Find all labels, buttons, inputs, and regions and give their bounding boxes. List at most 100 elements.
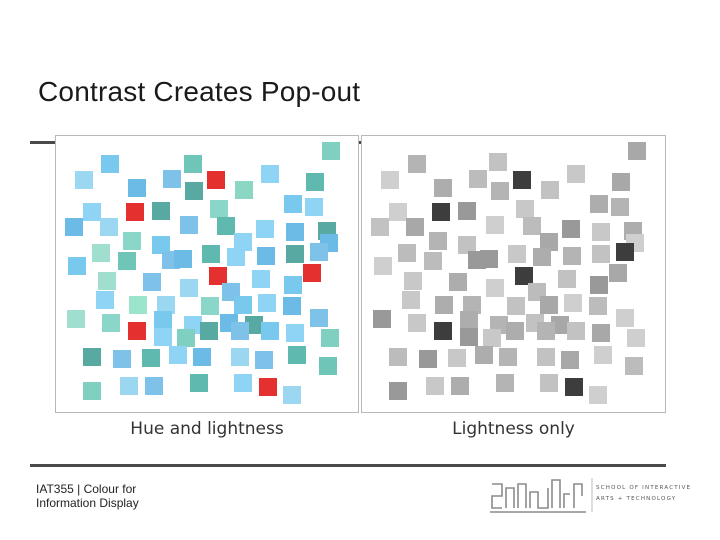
hue-distractor-square [288, 346, 306, 364]
gray-distractor-square [406, 218, 424, 236]
hue-distractor-square [92, 244, 110, 262]
gray-target-square [434, 322, 452, 340]
gray-distractor-square [483, 329, 501, 347]
gray-distractor-square [398, 244, 416, 262]
hue-distractor-square [169, 346, 187, 364]
hue-distractor-square [310, 243, 328, 261]
gray-distractor-square [499, 348, 517, 366]
gray-distractor-square [373, 310, 391, 328]
hue-distractor-square [257, 247, 275, 265]
hue-distractor-square [152, 202, 170, 220]
lightness-only-caption: Lightness only [452, 419, 575, 439]
hue-distractor-square [202, 245, 220, 263]
gray-target-square [515, 267, 533, 285]
hue-distractor-square [123, 232, 141, 250]
hue-target-square [259, 378, 277, 396]
hue-distractor-square [322, 142, 340, 160]
hue-distractor-square [190, 374, 208, 392]
gray-distractor-square [496, 374, 514, 392]
gray-distractor-square [616, 309, 634, 327]
hue-distractor-square [83, 382, 101, 400]
hue-distractor-square [234, 296, 252, 314]
gray-distractor-square [537, 348, 555, 366]
hue-distractor-square [67, 310, 85, 328]
hue-distractor-square [286, 324, 304, 342]
hue-distractor-square [83, 203, 101, 221]
gray-distractor-square [426, 377, 444, 395]
hue-distractor-square [286, 245, 304, 263]
logo-line-1: SCHOOL OF INTERACTIVE [596, 485, 691, 491]
gray-distractor-square [533, 248, 551, 266]
hue-distractor-square [113, 350, 131, 368]
hue-distractor-square [152, 236, 170, 254]
hue-lightness-caption: Hue and lightness [130, 419, 284, 439]
hue-distractor-square [65, 218, 83, 236]
hue-distractor-square [101, 155, 119, 173]
hue-lightness-panel [55, 135, 359, 413]
hue-distractor-square [143, 273, 161, 291]
gray-distractor-square [424, 252, 442, 270]
gray-distractor-square [609, 264, 627, 282]
hue-distractor-square [284, 276, 302, 294]
gray-distractor-square [558, 270, 576, 288]
hue-distractor-square [305, 198, 323, 216]
hue-distractor-square [154, 328, 172, 346]
gray-distractor-square [389, 382, 407, 400]
hue-lightness-figure [65, 142, 340, 404]
gray-distractor-square [460, 328, 478, 346]
gray-distractor-square [480, 250, 498, 268]
gray-distractor-square [463, 296, 481, 314]
gray-distractor-square [625, 357, 643, 375]
hue-distractor-square [83, 348, 101, 366]
siat-logo: SCHOOL OF INTERACTIVE ARTS + TECHNOLOGY [490, 478, 691, 513]
gray-distractor-square [371, 218, 389, 236]
gray-distractor-square [592, 245, 610, 263]
gray-distractor-square [589, 386, 607, 404]
gray-distractor-square [486, 279, 504, 297]
hue-distractor-square [180, 279, 198, 297]
gray-distractor-square [419, 350, 437, 368]
hue-distractor-square [75, 171, 93, 189]
gray-distractor-square [594, 346, 612, 364]
hue-distractor-square [68, 257, 86, 275]
gray-distractor-square [612, 173, 630, 191]
gray-distractor-square [564, 294, 582, 312]
gray-distractor-square [540, 296, 558, 314]
gray-target-square [616, 243, 634, 261]
course-line-2: Information Display [36, 496, 139, 510]
gray-distractor-square [561, 351, 579, 369]
gray-distractor-square [551, 316, 569, 334]
gray-distractor-square [458, 236, 476, 254]
hue-distractor-square [174, 250, 192, 268]
gray-distractor-square [429, 232, 447, 250]
gray-distractor-square [486, 216, 504, 234]
gray-distractor-square [590, 195, 608, 213]
gray-distractor-square [516, 200, 534, 218]
lightness-only-panel [361, 135, 666, 413]
hue-distractor-square [184, 155, 202, 173]
course-line-1: IAT355 | Colour for [36, 482, 137, 496]
hue-distractor-square [142, 349, 160, 367]
hue-distractor-square [256, 220, 274, 238]
gray-distractor-square [408, 155, 426, 173]
hue-distractor-square [245, 316, 263, 334]
gray-distractor-square [508, 245, 526, 263]
hue-distractor-square [252, 270, 270, 288]
hue-distractor-square [319, 357, 337, 375]
hue-distractor-square [193, 348, 211, 366]
gray-distractor-square [469, 170, 487, 188]
gray-distractor-square [592, 324, 610, 342]
hue-distractor-square [261, 322, 279, 340]
hue-distractor-square [201, 297, 219, 315]
hue-distractor-square [234, 233, 252, 251]
hue-distractor-square [231, 348, 249, 366]
gray-distractor-square [475, 346, 493, 364]
hue-distractor-square [283, 297, 301, 315]
hue-distractor-square [284, 195, 302, 213]
hue-distractor-square [180, 216, 198, 234]
gray-distractor-square [491, 182, 509, 200]
footer-divider [30, 464, 666, 467]
gray-distractor-square [389, 348, 407, 366]
hue-distractor-square [255, 351, 273, 369]
gray-distractor-square [567, 165, 585, 183]
